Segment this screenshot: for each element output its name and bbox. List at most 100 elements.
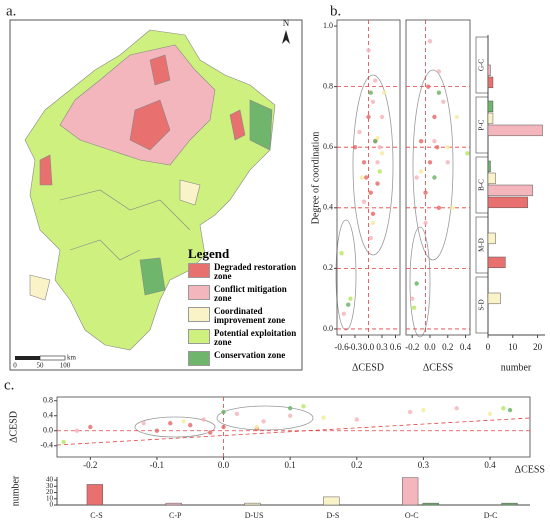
point [436,205,442,210]
y-tick-label: P-C [478,119,486,130]
point [507,407,513,413]
panel-label: b. [330,3,341,19]
point [181,419,186,424]
x-tick-label: 0.2 [351,460,362,470]
x-tick-label: 0.0 [424,342,436,352]
point [348,296,353,301]
point [379,151,385,156]
map-region [129,99,171,151]
legend-swatch [188,351,210,366]
point [407,409,413,415]
bar [487,100,494,113]
bar [86,484,103,506]
point [373,78,378,83]
y-tick-label: 10 [46,494,54,502]
x-axis-label: ΔCESS [515,464,545,475]
plot-frame [405,19,471,336]
bar [422,502,439,506]
legend-title: Legend [188,246,230,261]
y-tick-label: G-C [478,59,486,71]
bar [323,496,340,506]
point [432,114,437,120]
point [352,145,358,150]
ellipse [352,74,394,256]
plot-frame [56,396,531,458]
y-tick-label: 40 [46,476,54,484]
point [418,169,424,174]
scale-label: 100 [60,362,71,370]
x-tick-label: 0.4 [460,342,472,352]
scale-bar [15,356,40,360]
x-axis-label: ΔCESS [423,362,453,373]
point [432,175,437,180]
legend-label: Degraded restoration zone [214,262,297,281]
bar [487,232,496,245]
x-tick-label: 0.0 [363,342,375,352]
group-box [475,216,489,274]
point [287,413,293,418]
legend-swatch [188,307,210,322]
bar [487,184,533,197]
y-tick-label: 0.0 [323,324,333,333]
bar [487,112,494,125]
map-region [39,154,53,186]
legend-label: Coordinated improvement zone [214,306,286,325]
point [410,296,415,301]
y-tick-label: 0.6 [323,142,333,151]
y-tick-label: 0.4 [43,411,53,420]
point [370,99,376,104]
point [368,235,373,241]
point [487,411,493,417]
y-tick-label: 0.0 [43,426,53,435]
point [427,39,433,44]
point [321,415,326,420]
panel-label: a. [6,3,16,19]
north-label: N [283,18,290,28]
point [61,439,66,445]
legend-item: Conservation zone [188,351,298,366]
point [368,90,373,95]
x-tick-label: 0 [486,342,491,352]
map-region [59,44,216,166]
point [377,169,382,174]
x-tick-label: 0.3 [376,342,388,352]
point [379,114,385,120]
map-region [229,109,246,141]
point [168,421,173,426]
point [423,220,428,226]
point [354,417,359,422]
group-box [475,276,489,334]
map-region [29,274,51,301]
point [382,90,387,95]
point [423,190,428,195]
point [339,251,344,256]
point [445,145,450,150]
x-tick-label: D-C [484,511,498,520]
point [421,407,426,413]
bar [487,76,494,89]
legend-item: Degraded restoration zone [188,263,298,281]
x-tick-label: 0.1 [285,460,296,470]
y-tick-label: 30 [46,482,54,490]
point [465,151,470,156]
x-tick-label: 0.4 [484,460,496,470]
point [434,145,440,150]
legend-label: Potential exploitation zone [214,328,297,347]
x-axis-label: number [501,362,532,373]
point [188,422,193,428]
point [234,411,240,417]
trend-line [56,417,531,446]
point [370,211,376,217]
point [366,48,371,53]
point [377,145,382,150]
legend-item: Potential exploitation zone [188,329,298,347]
point [375,181,380,186]
legend-label: Conservation zone [214,350,286,360]
y-tick-label: B-C [478,179,486,191]
point [501,406,506,411]
point [154,428,160,433]
map-region [149,54,171,86]
x-tick-label: C-S [90,511,102,520]
